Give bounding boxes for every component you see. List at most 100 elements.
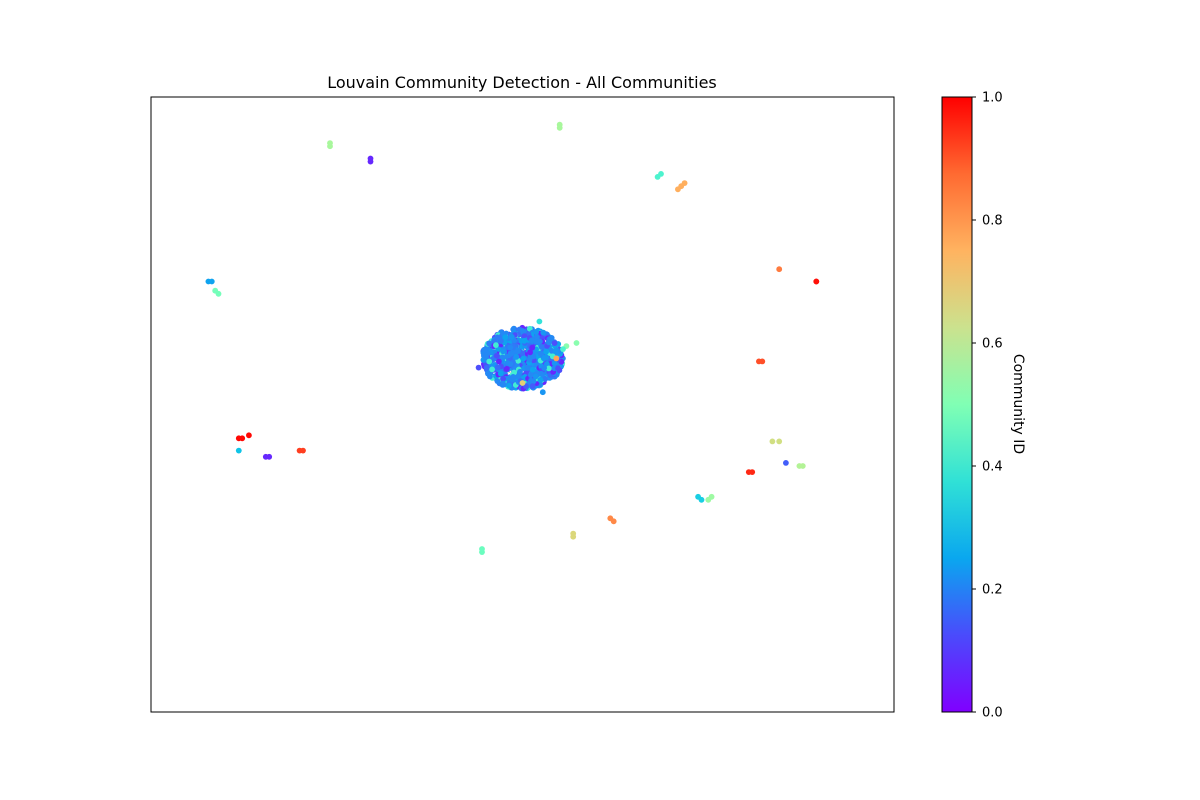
community-node bbox=[239, 435, 246, 442]
cluster-node bbox=[494, 334, 501, 341]
community-node bbox=[705, 496, 712, 503]
community-node bbox=[749, 469, 756, 475]
colorbar-tick-label: 0.0 bbox=[982, 706, 1003, 721]
colorbar-tick-label: 0.6 bbox=[982, 337, 1003, 352]
cluster-node bbox=[543, 348, 549, 355]
community-node bbox=[698, 496, 705, 503]
cluster-outlier-node bbox=[573, 340, 580, 346]
cluster-node bbox=[521, 337, 528, 344]
cluster-node bbox=[546, 365, 552, 372]
cluster-node bbox=[540, 329, 547, 336]
community-node bbox=[235, 447, 242, 454]
cluster-node bbox=[537, 338, 543, 345]
colorbar-tick-label: 1.0 bbox=[982, 91, 1003, 106]
colorbar bbox=[941, 96, 973, 713]
community-node bbox=[262, 453, 269, 460]
cluster-node bbox=[537, 350, 544, 357]
cluster-node bbox=[545, 339, 552, 346]
cluster-node bbox=[502, 334, 509, 341]
chart-title: Louvain Community Detection - All Commun… bbox=[327, 73, 717, 92]
cluster-node bbox=[507, 344, 514, 351]
cluster-node bbox=[500, 375, 507, 382]
community-node bbox=[658, 171, 664, 177]
cluster-node bbox=[527, 349, 533, 356]
cluster-node bbox=[486, 340, 492, 347]
colorbar-tick-label: 0.2 bbox=[982, 583, 1003, 598]
community-node bbox=[610, 518, 617, 525]
cluster-node bbox=[548, 335, 555, 341]
cluster-node bbox=[511, 369, 517, 376]
cluster-node bbox=[513, 354, 520, 360]
cluster-node bbox=[508, 334, 515, 340]
cluster-node bbox=[538, 344, 545, 350]
network-nodes bbox=[205, 121, 820, 555]
cluster-node bbox=[507, 351, 514, 357]
colorbar-label: Community ID bbox=[1010, 354, 1026, 454]
cluster-node bbox=[551, 340, 558, 346]
community-node bbox=[813, 278, 820, 285]
cluster-node bbox=[534, 333, 540, 340]
cluster-outlier-node bbox=[539, 389, 546, 396]
cluster-node bbox=[532, 373, 539, 380]
cluster-node bbox=[526, 356, 533, 363]
cluster-node bbox=[494, 378, 501, 384]
community-node bbox=[776, 266, 783, 273]
cluster-node bbox=[541, 365, 547, 371]
cluster-node bbox=[499, 354, 506, 361]
community-node bbox=[769, 438, 776, 445]
cluster-node bbox=[552, 347, 559, 354]
cluster-node bbox=[500, 380, 506, 387]
community-node bbox=[246, 432, 252, 439]
cluster-outlier-node bbox=[536, 318, 543, 325]
community-node bbox=[367, 158, 374, 165]
cluster-outlier-node bbox=[529, 383, 536, 389]
cluster-node bbox=[533, 329, 539, 335]
cluster-node bbox=[530, 378, 537, 384]
cluster-node bbox=[515, 373, 522, 380]
cluster-node bbox=[524, 365, 531, 371]
community-node bbox=[556, 124, 563, 131]
cluster-node bbox=[506, 382, 512, 389]
cluster-node bbox=[510, 374, 516, 380]
cluster-node bbox=[498, 338, 504, 344]
community-node bbox=[215, 290, 222, 297]
cluster-node bbox=[527, 372, 534, 378]
cluster-node bbox=[493, 352, 500, 359]
cluster-node bbox=[493, 342, 499, 348]
colorbar-tick-label: 0.4 bbox=[982, 460, 1003, 475]
cluster-node bbox=[486, 358, 493, 365]
cluster-node bbox=[520, 355, 526, 362]
cluster-outlier-node bbox=[560, 346, 566, 352]
cluster-node bbox=[483, 364, 490, 371]
cluster-node bbox=[481, 347, 488, 354]
cluster-node bbox=[555, 365, 561, 372]
cluster-node bbox=[528, 337, 535, 344]
cluster-node bbox=[519, 328, 526, 334]
community-node bbox=[776, 438, 783, 445]
community-node bbox=[208, 278, 215, 285]
plot-area bbox=[150, 96, 895, 713]
cluster-node bbox=[489, 366, 495, 373]
cluster-outlier-node bbox=[496, 358, 502, 365]
cluster-node bbox=[551, 360, 558, 367]
cluster-node bbox=[538, 370, 545, 377]
cluster-outlier-node bbox=[519, 380, 526, 386]
cluster-node bbox=[507, 361, 514, 367]
cluster-node bbox=[503, 366, 510, 372]
community-node bbox=[327, 143, 333, 150]
cluster-outlier-node bbox=[553, 355, 560, 362]
cluster-node bbox=[540, 355, 547, 362]
colorbar-ticks: 0.0 0.2 0.4 0.6 0.8 1.0 bbox=[972, 91, 1003, 721]
community-node bbox=[759, 358, 766, 365]
cluster-node bbox=[542, 376, 549, 382]
community-node bbox=[570, 533, 577, 540]
cluster-node bbox=[529, 344, 536, 351]
cluster-node bbox=[494, 364, 501, 371]
colorbar-tick-label: 0.8 bbox=[982, 214, 1003, 229]
community-node bbox=[479, 546, 485, 552]
community-node bbox=[783, 460, 789, 466]
cluster-node bbox=[485, 370, 491, 377]
community-node bbox=[681, 180, 688, 187]
cluster-node bbox=[500, 348, 506, 355]
